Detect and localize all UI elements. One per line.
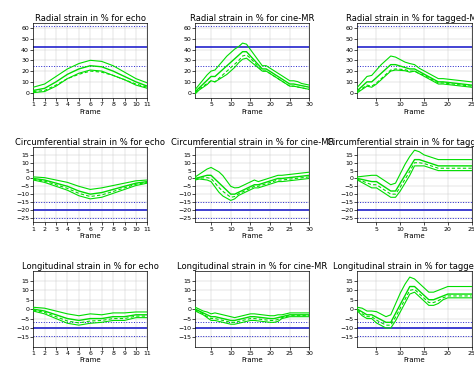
Title: Longitudinal strain in % for echo: Longitudinal strain in % for echo xyxy=(22,262,159,271)
X-axis label: Frame: Frame xyxy=(242,109,263,115)
X-axis label: Frame: Frame xyxy=(242,357,263,363)
Title: Circumferential strain in % for tagged-MR: Circumferential strain in % for tagged-M… xyxy=(327,138,474,147)
Title: Radial strain in % for tagged-MR: Radial strain in % for tagged-MR xyxy=(346,14,474,23)
Title: Circumferential strain in % for cine-MR: Circumferential strain in % for cine-MR xyxy=(171,138,334,147)
Title: Circumferential strain in % for echo: Circumferential strain in % for echo xyxy=(15,138,165,147)
Title: Radial strain in % for cine-MR: Radial strain in % for cine-MR xyxy=(190,14,315,23)
Title: Radial strain in % for echo: Radial strain in % for echo xyxy=(35,14,146,23)
X-axis label: Frame: Frame xyxy=(404,109,425,115)
X-axis label: Frame: Frame xyxy=(80,357,101,363)
X-axis label: Frame: Frame xyxy=(242,233,263,239)
Title: Longitudinal strain in % for cine-MR: Longitudinal strain in % for cine-MR xyxy=(177,262,328,271)
Title: Longitudinal strain in % for tagged-MR: Longitudinal strain in % for tagged-MR xyxy=(333,262,474,271)
X-axis label: Frame: Frame xyxy=(404,233,425,239)
X-axis label: Frame: Frame xyxy=(80,233,101,239)
X-axis label: Frame: Frame xyxy=(80,109,101,115)
X-axis label: Frame: Frame xyxy=(404,357,425,363)
